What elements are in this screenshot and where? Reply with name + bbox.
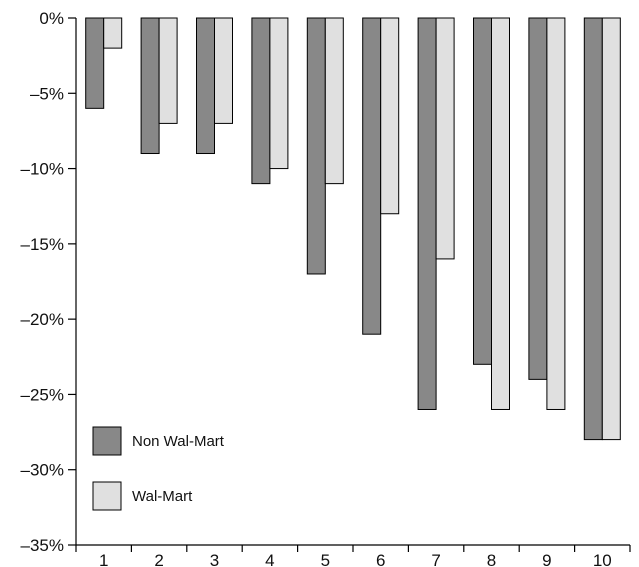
legend-label: Wal-Mart xyxy=(132,488,193,505)
legend-swatch xyxy=(92,481,122,511)
bar-non-walmart xyxy=(583,17,603,441)
y-tick-label: –15% xyxy=(21,235,64,254)
y-tick-label: –10% xyxy=(21,160,64,179)
legend: Non Wal-Mart Wal-Mart xyxy=(92,426,225,511)
x-tick-label: 1 xyxy=(99,551,108,567)
y-tick-label: –25% xyxy=(21,385,64,404)
bar-non-walmart xyxy=(251,17,271,185)
bar-walmart xyxy=(158,17,178,124)
legend-label: Non Wal-Mart xyxy=(132,433,225,450)
y-tick-label: 0% xyxy=(39,9,64,28)
bar-walmart xyxy=(380,17,400,215)
bar-walmart xyxy=(546,17,566,410)
y-tick-label: –35% xyxy=(21,536,64,555)
x-tick-label: 2 xyxy=(154,551,163,567)
bar-walmart xyxy=(269,17,289,170)
bar-non-walmart xyxy=(473,17,492,365)
x-tick-label: 7 xyxy=(431,551,440,567)
bar-non-walmart xyxy=(85,17,105,109)
y-axis-ticks: 0% –5% –10% –15% –20% –25% –30% –35% xyxy=(21,9,76,555)
y-tick-label: –5% xyxy=(30,84,64,103)
bar-walmart xyxy=(435,17,455,260)
x-tick-label: 8 xyxy=(487,551,496,567)
x-tick-label: 5 xyxy=(321,551,330,567)
bar-non-walmart xyxy=(196,17,215,155)
bar-walmart xyxy=(214,17,233,124)
bar-walmart xyxy=(324,17,344,185)
bar-non-walmart xyxy=(417,17,437,410)
bar-non-walmart xyxy=(306,17,326,275)
legend-swatch xyxy=(92,426,122,456)
bar-walmart xyxy=(491,17,510,410)
x-tick-label: 9 xyxy=(542,551,551,567)
bar-walmart xyxy=(601,17,621,441)
x-axis-ticks: 1 2 3 4 5 6 7 8 9 10 xyxy=(75,545,631,567)
bar-non-walmart xyxy=(362,17,382,335)
x-tick-label: 3 xyxy=(210,551,219,567)
bar-non-walmart xyxy=(528,17,548,380)
x-tick-label: 4 xyxy=(265,551,274,567)
x-tick-label: 6 xyxy=(376,551,385,567)
x-tick-label: 10 xyxy=(593,551,612,567)
y-tick-label: –30% xyxy=(21,461,64,480)
bars xyxy=(85,17,621,441)
y-tick-label: –20% xyxy=(21,310,64,329)
bar-walmart xyxy=(103,17,123,49)
bar-non-walmart xyxy=(140,17,160,155)
